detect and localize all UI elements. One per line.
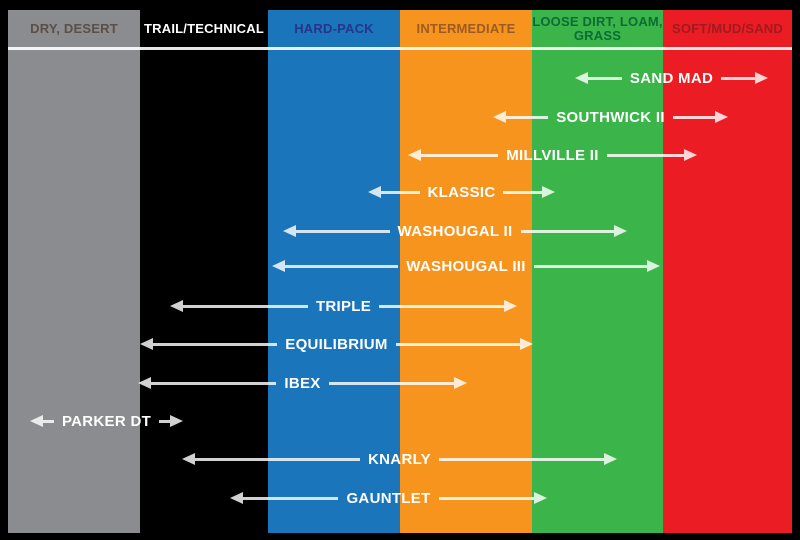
- tire-range-triple: TRIPLE: [170, 296, 518, 316]
- column-header-label: LOOSE DIRT, LOAM, GRASS: [532, 13, 663, 43]
- arrowhead-left-icon: [408, 149, 421, 161]
- arrowhead-left-icon: [493, 111, 506, 123]
- arrow-line: [533, 264, 647, 268]
- arrowhead-left-icon: [182, 453, 195, 465]
- arrowhead-right-icon: [170, 415, 183, 427]
- arrowhead-right-icon: [755, 72, 769, 84]
- arrow-line: [588, 76, 622, 80]
- arrow-line: [153, 342, 278, 346]
- arrowhead-right-icon: [520, 338, 533, 350]
- arrow-line: [195, 457, 361, 461]
- arrowhead-right-icon: [614, 225, 627, 237]
- column-header-label: HARD-PACK: [294, 20, 374, 36]
- arrow-line: [503, 190, 542, 194]
- arrowhead-left-icon: [368, 186, 381, 198]
- arrowhead-right-icon: [684, 149, 698, 161]
- tire-range-parker-dt: PARKER DT: [30, 411, 183, 431]
- tire-range-gauntlet: GAUNTLET: [230, 488, 547, 508]
- terrain-column-soft-mud-sand: SOFT/MUD/SAND: [663, 10, 792, 533]
- terrain-column-intermediate: INTERMEDIATE: [400, 10, 532, 533]
- arrowhead-left-icon: [30, 415, 43, 427]
- column-header-label: TRAIL/TECHNICAL: [144, 20, 264, 36]
- arrowhead-left-icon: [140, 338, 153, 350]
- terrain-column-dry-desert: DRY, DESERT: [8, 10, 140, 533]
- arrow-line: [506, 115, 549, 119]
- terrain-column-loose-dirt-loam-grass: LOOSE DIRT, LOAM, GRASS: [532, 10, 663, 533]
- arrowhead-left-icon: [575, 72, 588, 84]
- arrow-line: [438, 496, 534, 500]
- tire-label: SAND MAD: [629, 69, 714, 87]
- arrowhead-right-icon: [647, 260, 660, 272]
- arrowhead-right-icon: [534, 492, 547, 504]
- terrain-column-hard-pack: HARD-PACK: [268, 10, 400, 533]
- arrowhead-right-icon: [504, 300, 518, 312]
- tire-label: KNARLY: [368, 450, 431, 468]
- arrow-line: [381, 190, 420, 194]
- arrow-line: [379, 304, 505, 308]
- arrow-line: [721, 76, 756, 80]
- tire-label: IBEX: [284, 374, 321, 392]
- header-separator-line: [8, 47, 792, 50]
- tire-label: TRIPLE: [315, 297, 372, 315]
- arrowhead-left-icon: [230, 492, 243, 504]
- tire-range-southwick-ii: SOUTHWICK II: [493, 107, 728, 127]
- arrowhead-left-icon: [170, 300, 183, 312]
- arrow-line: [43, 419, 54, 423]
- tire-range-sand-mad: SAND MAD: [575, 68, 769, 88]
- arrowhead-right-icon: [542, 186, 555, 198]
- tire-label: WASHOUGAL III: [406, 257, 526, 275]
- arrow-line: [285, 264, 399, 268]
- arrowhead-right-icon: [715, 111, 728, 123]
- arrow-line: [328, 381, 454, 385]
- arrow-line: [159, 419, 170, 423]
- terrain-column-trail-technical: TRAIL/TECHNICAL: [140, 10, 268, 533]
- arrowhead-left-icon: [272, 260, 285, 272]
- tire-range-knarly: KNARLY: [182, 449, 618, 469]
- arrow-line: [296, 229, 390, 233]
- arrow-line: [151, 381, 277, 385]
- arrowhead-right-icon: [604, 453, 618, 465]
- arrow-line: [438, 457, 605, 461]
- arrow-line: [520, 229, 614, 233]
- arrow-line: [395, 342, 520, 346]
- tire-range-equilibrium: EQUILIBRIUM: [140, 334, 533, 354]
- arrow-line: [606, 153, 685, 157]
- tire-label: EQUILIBRIUM: [285, 335, 388, 353]
- tire-range-ibex: IBEX: [138, 373, 467, 393]
- column-header-label: SOFT/MUD/SAND: [672, 20, 783, 36]
- arrow-line: [183, 304, 308, 308]
- column-header-label: DRY, DESERT: [30, 20, 118, 36]
- arrowhead-left-icon: [283, 225, 296, 237]
- tire-label: SOUTHWICK II: [556, 108, 665, 126]
- tire-range-millville-ii: MILLVILLE II: [408, 145, 698, 165]
- tire-range-washougal-ii: WASHOUGAL II: [283, 221, 627, 241]
- tire-label: MILLVILLE II: [506, 146, 599, 164]
- arrow-line: [421, 153, 499, 157]
- tire-label: KLASSIC: [427, 183, 496, 201]
- tire-label: PARKER DT: [61, 412, 152, 430]
- tire-range-klassic: KLASSIC: [368, 182, 555, 202]
- chart-board: DRY, DESERT TRAIL/TECHNICAL HARD-PACK INTER…: [8, 10, 792, 533]
- tire-label: GAUNTLET: [346, 489, 431, 507]
- arrowhead-left-icon: [138, 377, 151, 389]
- tire-label: WASHOUGAL II: [397, 222, 513, 240]
- column-header-label: INTERMEDIATE: [416, 20, 516, 36]
- arrow-line: [243, 496, 339, 500]
- arrowhead-right-icon: [454, 377, 467, 389]
- arrow-line: [672, 115, 715, 119]
- tire-range-washougal-iii: WASHOUGAL III: [272, 256, 660, 276]
